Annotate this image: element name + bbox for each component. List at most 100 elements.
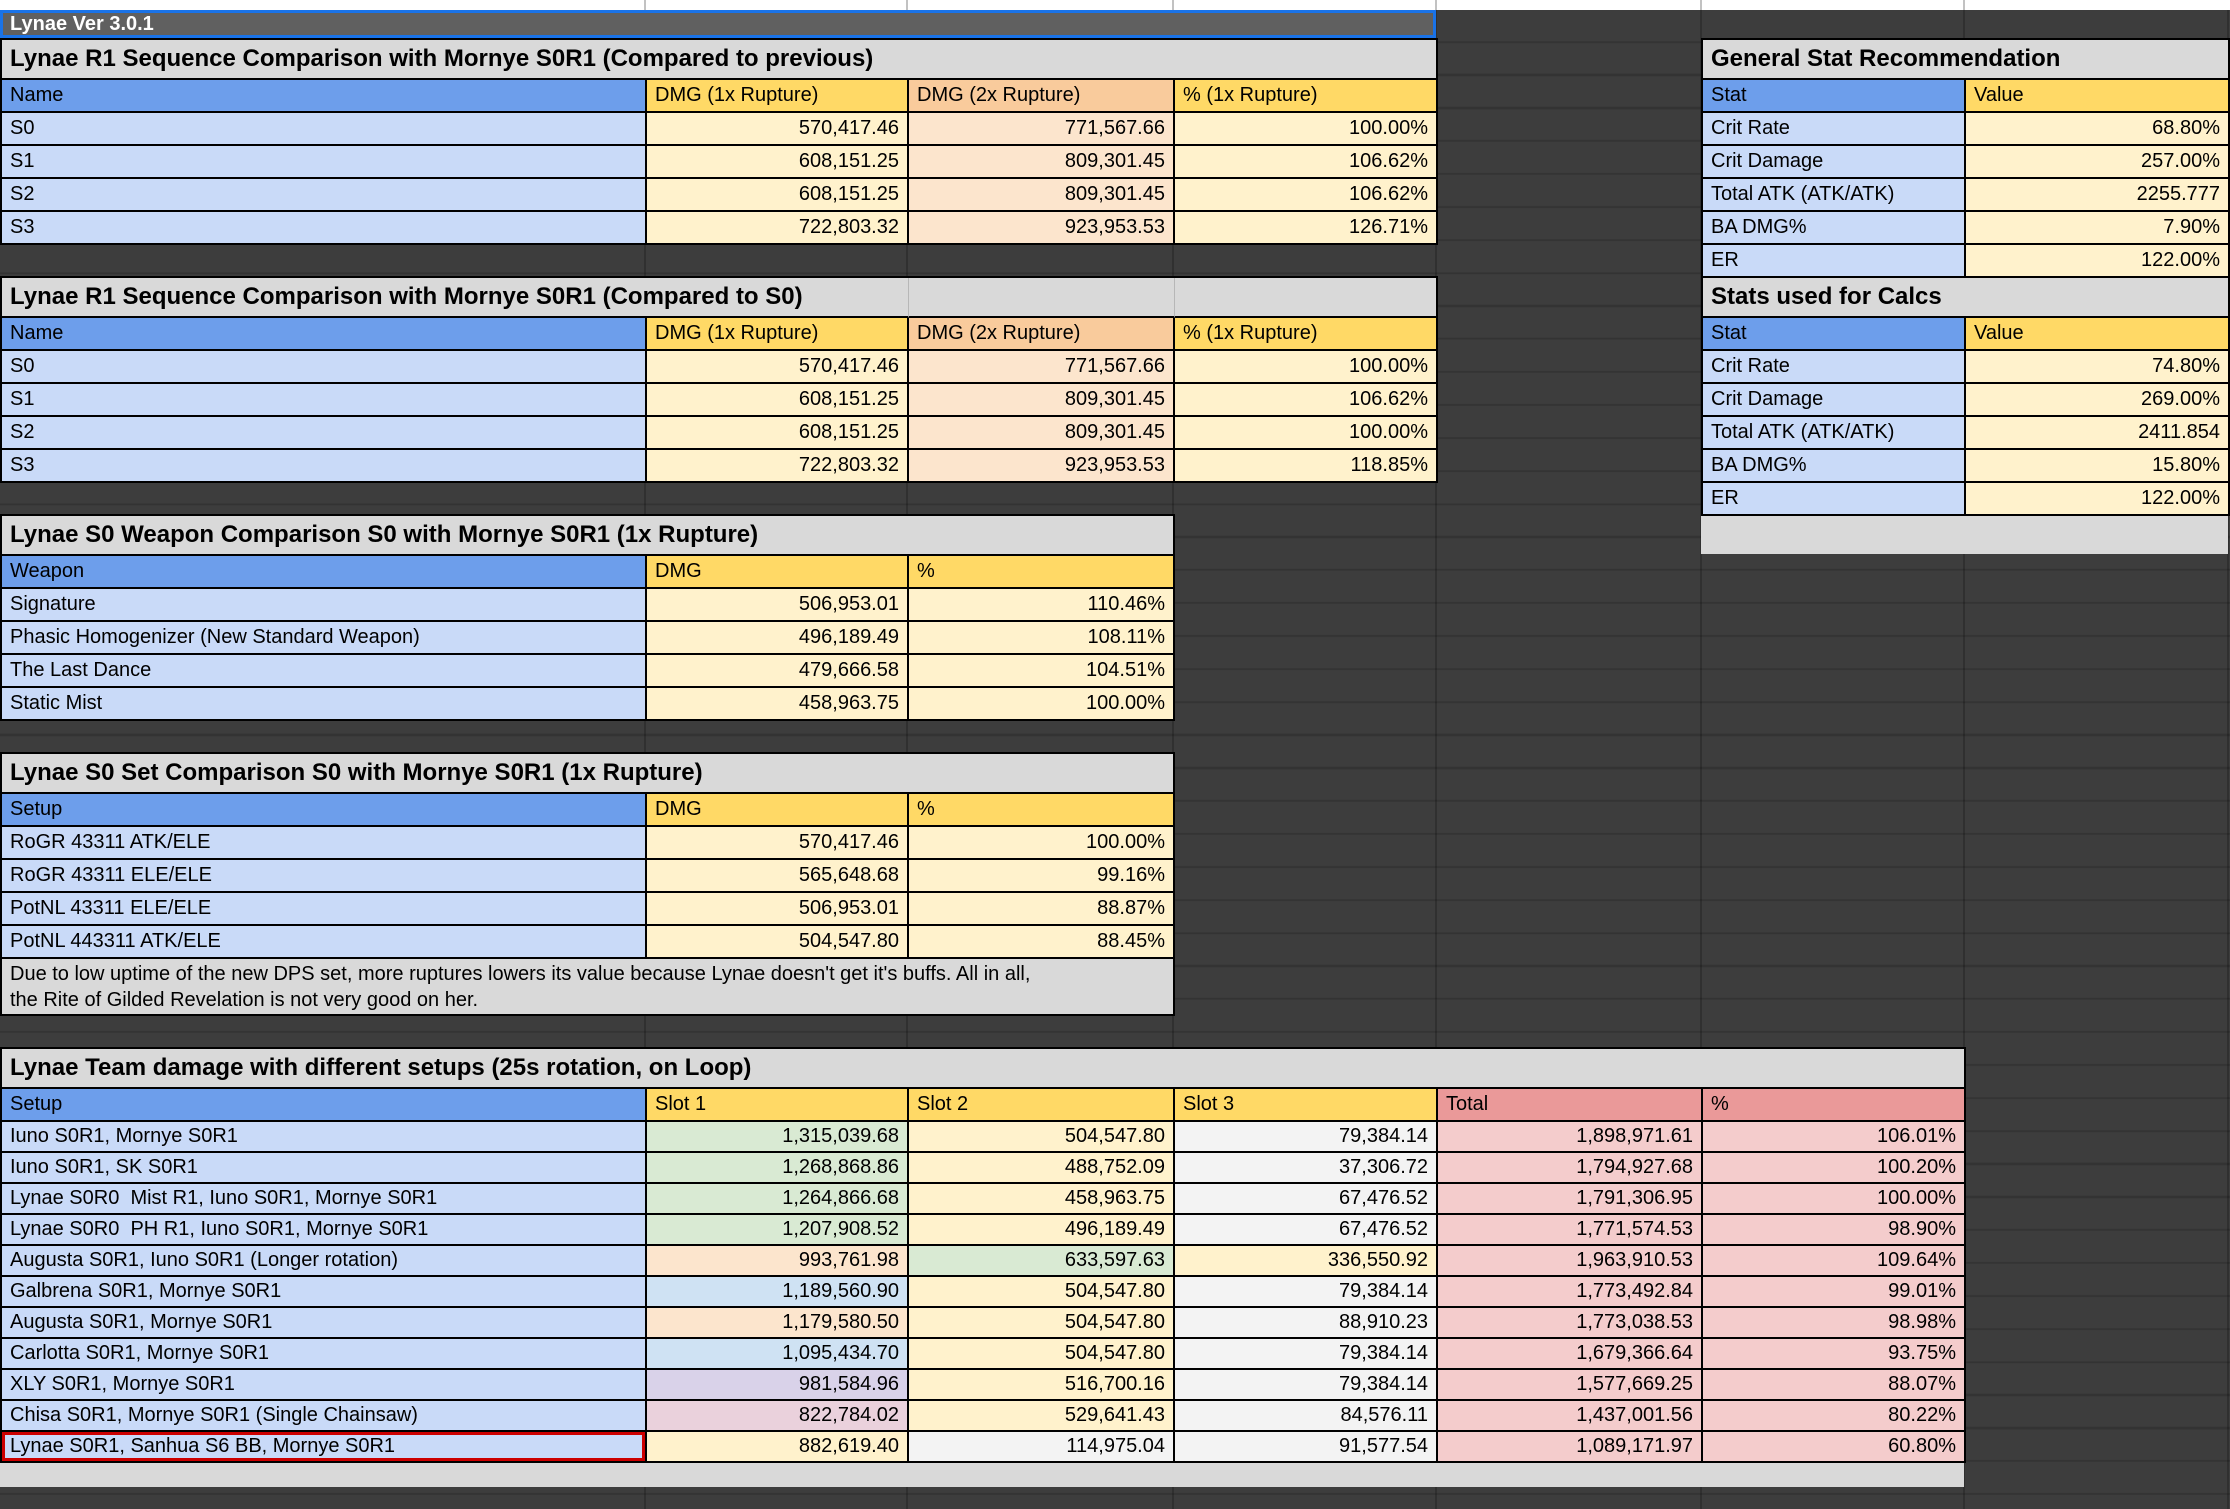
row-label-cell[interactable]: PotNL 43311 ELE/ELE <box>2 893 647 926</box>
version-cell[interactable]: Lynae Ver 3.0.1 <box>0 10 1436 38</box>
value-cell[interactable]: 98.98% <box>1703 1308 1966 1339</box>
value-cell[interactable]: 1,791,306.95 <box>1438 1184 1703 1215</box>
value-cell[interactable]: 104.51% <box>909 655 1175 688</box>
value-cell[interactable]: 1,437,001.56 <box>1438 1401 1703 1432</box>
value-cell[interactable]: 109.64% <box>1703 1246 1966 1277</box>
value-cell[interactable]: 1,268,868.86 <box>647 1153 909 1184</box>
column-header[interactable]: DMG <box>647 556 909 589</box>
value-cell[interactable]: 633,597.63 <box>909 1246 1175 1277</box>
value-cell[interactable]: 504,547.80 <box>647 926 909 959</box>
table-title[interactable]: Lynae R1 Sequence Comparison with Mornye… <box>2 278 909 318</box>
table-title[interactable]: Lynae Team damage with different setups … <box>2 1049 1966 1089</box>
value-cell[interactable]: 608,151.25 <box>647 146 909 179</box>
row-label-cell[interactable]: Iuno S0R1, Mornye S0R1 <box>2 1122 647 1153</box>
value-cell[interactable]: 506,953.01 <box>647 589 909 622</box>
value-cell[interactable]: 504,547.80 <box>909 1308 1175 1339</box>
row-label-cell[interactable]: S0 <box>2 351 647 384</box>
value-cell[interactable]: 923,953.53 <box>909 212 1175 245</box>
value-cell[interactable]: 88.87% <box>909 893 1175 926</box>
value-cell[interactable]: 68.80% <box>1966 113 2230 146</box>
value-cell[interactable]: 106.62% <box>1175 179 1438 212</box>
value-cell[interactable]: 2255.777 <box>1966 179 2230 212</box>
value-cell[interactable]: 570,417.46 <box>647 827 909 860</box>
value-cell[interactable]: 257.00% <box>1966 146 2230 179</box>
value-cell[interactable]: 1,315,039.68 <box>647 1122 909 1153</box>
value-cell[interactable]: 74.80% <box>1966 351 2230 384</box>
row-label-cell[interactable]: S2 <box>2 179 647 212</box>
value-cell[interactable]: 15.80% <box>1966 450 2230 483</box>
value-cell[interactable]: 570,417.46 <box>647 351 909 384</box>
value-cell[interactable]: 106.62% <box>1175 146 1438 179</box>
table-title[interactable] <box>909 278 1175 318</box>
value-cell[interactable]: 100.00% <box>909 827 1175 860</box>
table-title[interactable]: General Stat Recommendation <box>1703 40 2230 80</box>
column-header[interactable]: Value <box>1966 80 2230 113</box>
row-label-cell[interactable]: Iuno S0R1, SK S0R1 <box>2 1153 647 1184</box>
value-cell[interactable]: 1,207,908.52 <box>647 1215 909 1246</box>
value-cell[interactable]: 1,679,366.64 <box>1438 1339 1703 1370</box>
value-cell[interactable]: 488,752.09 <box>909 1153 1175 1184</box>
column-header[interactable]: % (1x Rupture) <box>1175 80 1438 113</box>
row-label-cell[interactable]: Carlotta S0R1, Mornye S0R1 <box>2 1339 647 1370</box>
row-label-cell[interactable]: Crit Rate <box>1703 113 1966 146</box>
row-label-cell[interactable]: Static Mist <box>2 688 647 721</box>
value-cell[interactable]: 100.00% <box>909 688 1175 721</box>
column-header[interactable]: Setup <box>2 794 647 827</box>
value-cell[interactable]: 1,095,434.70 <box>647 1339 909 1370</box>
row-label-cell[interactable]: Total ATK (ATK/ATK) <box>1703 417 1966 450</box>
value-cell[interactable]: 1,794,927.68 <box>1438 1153 1703 1184</box>
column-header[interactable]: Stat <box>1703 318 1966 351</box>
value-cell[interactable]: 88,910.23 <box>1175 1308 1438 1339</box>
value-cell[interactable]: 565,648.68 <box>647 860 909 893</box>
value-cell[interactable]: 67,476.52 <box>1175 1215 1438 1246</box>
value-cell[interactable]: 822,784.02 <box>647 1401 909 1432</box>
value-cell[interactable]: 99.16% <box>909 860 1175 893</box>
value-cell[interactable]: 79,384.14 <box>1175 1370 1438 1401</box>
value-cell[interactable]: 1,089,171.97 <box>1438 1432 1703 1463</box>
column-header[interactable]: DMG (2x Rupture) <box>909 80 1175 113</box>
value-cell[interactable]: 108.11% <box>909 622 1175 655</box>
column-header[interactable]: Slot 1 <box>647 1089 909 1122</box>
value-cell[interactable]: 100.00% <box>1175 351 1438 384</box>
value-cell[interactable]: 2411.854 <box>1966 417 2230 450</box>
value-cell[interactable]: 809,301.45 <box>909 417 1175 450</box>
row-label-cell[interactable]: Phasic Homogenizer (New Standard Weapon) <box>2 622 647 655</box>
value-cell[interactable]: 608,151.25 <box>647 179 909 212</box>
value-cell[interactable]: 458,963.75 <box>647 688 909 721</box>
value-cell[interactable]: 99.01% <box>1703 1277 1966 1308</box>
value-cell[interactable]: 106.62% <box>1175 384 1438 417</box>
row-label-cell[interactable]: ER <box>1703 483 1966 516</box>
value-cell[interactable]: 93.75% <box>1703 1339 1966 1370</box>
row-label-cell[interactable]: The Last Dance <box>2 655 647 688</box>
value-cell[interactable]: 1,771,574.53 <box>1438 1215 1703 1246</box>
row-label-cell[interactable]: S3 <box>2 450 647 483</box>
column-header[interactable]: DMG <box>647 794 909 827</box>
value-cell[interactable]: 84,576.11 <box>1175 1401 1438 1432</box>
value-cell[interactable]: 88.45% <box>909 926 1175 959</box>
value-cell[interactable]: 110.46% <box>909 589 1175 622</box>
column-header[interactable]: Slot 2 <box>909 1089 1175 1122</box>
table-title[interactable]: Lynae S0 Weapon Comparison S0 with Morny… <box>2 516 1175 556</box>
value-cell[interactable]: 809,301.45 <box>909 146 1175 179</box>
value-cell[interactable]: 1,963,910.53 <box>1438 1246 1703 1277</box>
value-cell[interactable]: 79,384.14 <box>1175 1122 1438 1153</box>
value-cell[interactable]: 269.00% <box>1966 384 2230 417</box>
value-cell[interactable]: 608,151.25 <box>647 384 909 417</box>
table-title[interactable]: Lynae R1 Sequence Comparison with Mornye… <box>2 40 1438 80</box>
value-cell[interactable]: 882,619.40 <box>647 1432 909 1463</box>
row-label-cell[interactable]: S2 <box>2 417 647 450</box>
value-cell[interactable]: 504,547.80 <box>909 1122 1175 1153</box>
row-label-cell[interactable]: ER <box>1703 245 1966 278</box>
column-header[interactable]: Setup <box>2 1089 647 1122</box>
row-label-cell[interactable]: Total ATK (ATK/ATK) <box>1703 179 1966 212</box>
column-header[interactable]: DMG (1x Rupture) <box>647 80 909 113</box>
row-label-cell[interactable]: Lynae S0R1, Sanhua S6 BB, Mornye S0R1 <box>2 1432 647 1463</box>
value-cell[interactable]: 106.01% <box>1703 1122 1966 1153</box>
note-cell[interactable]: Due to low uptime of the new DPS set, mo… <box>2 959 1175 1016</box>
value-cell[interactable]: 80.22% <box>1703 1401 1966 1432</box>
value-cell[interactable]: 126.71% <box>1175 212 1438 245</box>
row-label-cell[interactable]: Lynae S0R0 PH R1, Iuno S0R1, Mornye S0R1 <box>2 1215 647 1246</box>
row-label-cell[interactable]: Augusta S0R1, Mornye S0R1 <box>2 1308 647 1339</box>
column-header[interactable]: DMG (1x Rupture) <box>647 318 909 351</box>
value-cell[interactable]: 458,963.75 <box>909 1184 1175 1215</box>
